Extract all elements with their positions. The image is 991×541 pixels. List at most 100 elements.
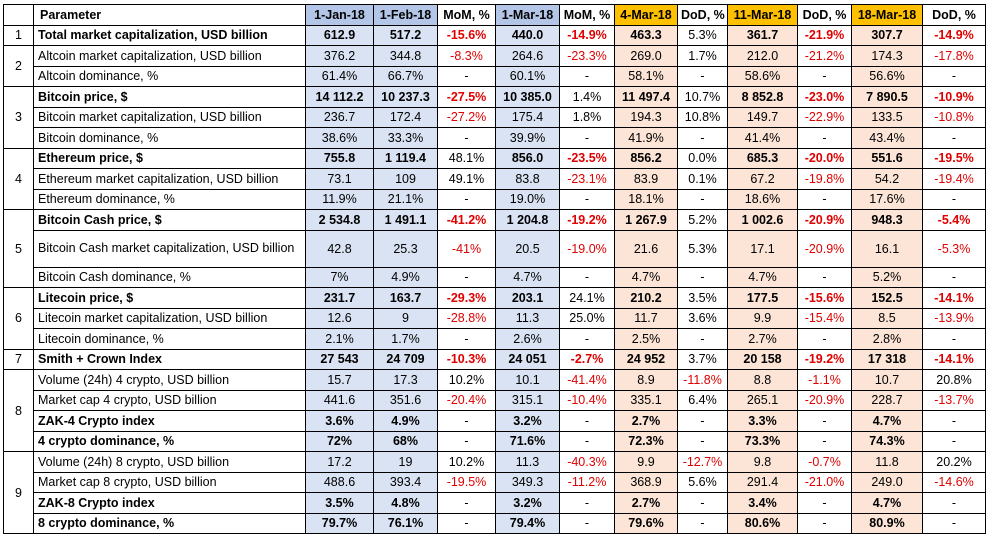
value-cell: -12.7% — [677, 451, 728, 473]
value-cell: -14.9% — [559, 24, 615, 46]
value-cell: -21.0% — [797, 471, 852, 493]
value-cell: -1.1% — [797, 369, 852, 391]
parameter-cell: Volume (24h) 4 crypto, USD billion — [33, 369, 306, 391]
group-number-cell: 9 — [3, 451, 34, 534]
value-cell: 0.1% — [677, 168, 728, 190]
value-cell: 3.6% — [677, 307, 728, 329]
value-cell: - — [677, 512, 728, 534]
parameter-cell: ZAK-4 Crypto index — [33, 410, 306, 432]
value-cell: 24.1% — [559, 287, 615, 309]
value-cell: 8.8 — [727, 369, 798, 391]
value-cell: 25.0% — [559, 307, 615, 329]
value-cell: 4.8% — [373, 492, 438, 514]
value-cell: -14.6% — [922, 471, 986, 493]
value-cell: 21.1% — [373, 188, 438, 210]
group-number-cell: 5 — [3, 209, 34, 288]
value-cell: 7% — [305, 266, 374, 288]
value-cell: -21.2% — [797, 45, 852, 67]
header-cell-dod-2: DoD, % — [797, 4, 852, 26]
value-cell: 1.8% — [559, 106, 615, 128]
parameter-cell: 8 crypto dominance, % — [33, 512, 306, 534]
parameter-cell: Ethereum market capitalization, USD bill… — [33, 168, 306, 190]
table-row: Market cap 8 crypto, USD billion 488.6 393… — [4, 471, 986, 493]
parameter-cell: ZAK-8 Crypto index — [33, 492, 306, 514]
parameter-cell: Litecoin market capitalization, USD bill… — [33, 307, 306, 329]
value-cell: -2.7% — [559, 348, 615, 370]
value-cell: 210.2 — [614, 287, 678, 309]
header-cell-mar11: 11-Mar-18 — [727, 4, 798, 26]
value-cell: 10.2% — [437, 451, 496, 473]
value-cell: 17 318 — [851, 348, 923, 370]
value-cell: 612.9 — [305, 24, 374, 46]
table-row: 4 crypto dominance, % 72% 68% -71.6% -72.3% -… — [4, 430, 986, 452]
value-cell: 3.2% — [495, 410, 560, 432]
table-row: 5 Bitcoin Cash price, $2 534.8 1 491.1 -41.… — [3, 209, 986, 288]
value-cell: - — [677, 430, 728, 452]
value-cell: - — [559, 512, 615, 534]
value-cell: - — [559, 328, 615, 350]
value-cell: -8.3% — [437, 45, 496, 67]
bottom-strip — [0, 536, 991, 541]
value-cell: -19.2% — [559, 209, 615, 231]
value-cell: 17.6% — [851, 188, 923, 210]
header-cell-mom-1: MoM, % — [437, 4, 496, 26]
value-cell: 3.5% — [677, 287, 728, 309]
group-number-cell: 4 — [3, 147, 34, 210]
table-row: Altcoin dominance, % 61.4% 66.7% -60.1% -58.… — [4, 65, 986, 87]
parameter-cell: Bitcoin Cash dominance, % — [33, 266, 306, 288]
value-cell: -41% — [437, 229, 496, 268]
value-cell: 264.6 — [495, 45, 560, 67]
value-cell: -23.5% — [559, 147, 615, 169]
value-cell: 3.2% — [495, 492, 560, 514]
value-cell: -13.9% — [922, 307, 986, 329]
value-cell: - — [922, 492, 986, 514]
value-cell: 440.0 — [495, 24, 560, 46]
value-cell: -15.6% — [797, 287, 852, 309]
value-cell: 56.6% — [851, 65, 923, 87]
value-cell: 83.9 — [614, 168, 678, 190]
value-cell: 4.9% — [373, 266, 438, 288]
value-cell: 4.7% — [614, 266, 678, 288]
header-cell-mom-2: MoM, % — [559, 4, 615, 26]
value-cell: -11.2% — [559, 471, 615, 493]
value-cell: 49.1% — [437, 168, 496, 190]
value-cell: -23.1% — [559, 168, 615, 190]
value-cell: 4.7% — [727, 266, 798, 288]
parameter-cell: Volume (24h) 8 crypto, USD billion — [33, 451, 306, 473]
value-cell: 11 497.4 — [614, 86, 678, 108]
value-cell: -20.9% — [797, 389, 852, 411]
parameter-cell: Altcoin dominance, % — [33, 65, 306, 87]
value-cell: 21.6 — [614, 229, 678, 268]
header-cell-dod-1: DoD, % — [677, 4, 728, 26]
value-cell: -11.8% — [677, 369, 728, 391]
value-cell: 24 952 — [614, 348, 678, 370]
value-cell: - — [437, 266, 496, 288]
value-cell: - — [677, 328, 728, 350]
table-row: Ethereum market capitalization, USD bill… — [4, 168, 986, 190]
value-cell: 20.5 — [495, 229, 560, 268]
value-cell: 551.6 — [851, 147, 923, 169]
value-cell: - — [559, 65, 615, 87]
value-cell: 2.7% — [727, 328, 798, 350]
value-cell: 10.1 — [495, 369, 560, 391]
group-number-cell: 8 — [3, 369, 34, 452]
table-row: 4 Ethereum price, $755.8 1 119.4 48.1% 856.0… — [3, 147, 986, 210]
value-cell: 17.1 — [727, 229, 798, 268]
value-cell: 33.3% — [373, 127, 438, 149]
value-cell: 8.9 — [614, 369, 678, 391]
table-row: 8 Volume (24h) 4 crypto, USD billion 15.7 1… — [3, 369, 986, 452]
value-cell: - — [797, 266, 852, 288]
value-cell: 3.4% — [727, 492, 798, 514]
value-cell: 5.6% — [677, 471, 728, 493]
value-cell: 368.9 — [614, 471, 678, 493]
value-cell: 488.6 — [305, 471, 374, 493]
value-cell: 856.2 — [614, 147, 678, 169]
value-cell: 58.1% — [614, 65, 678, 87]
value-cell: 42.8 — [305, 229, 374, 268]
value-cell: 2.5% — [614, 328, 678, 350]
value-cell: 3.6% — [305, 410, 374, 432]
header-cell-jan: 1-Jan-18 — [305, 4, 374, 26]
value-cell: 11.7 — [614, 307, 678, 329]
spreadsheet-table-container: Parameter 1-Jan-18 1-Feb-18 MoM, % 1-Mar… — [3, 4, 986, 534]
value-cell: 83.8 — [495, 168, 560, 190]
